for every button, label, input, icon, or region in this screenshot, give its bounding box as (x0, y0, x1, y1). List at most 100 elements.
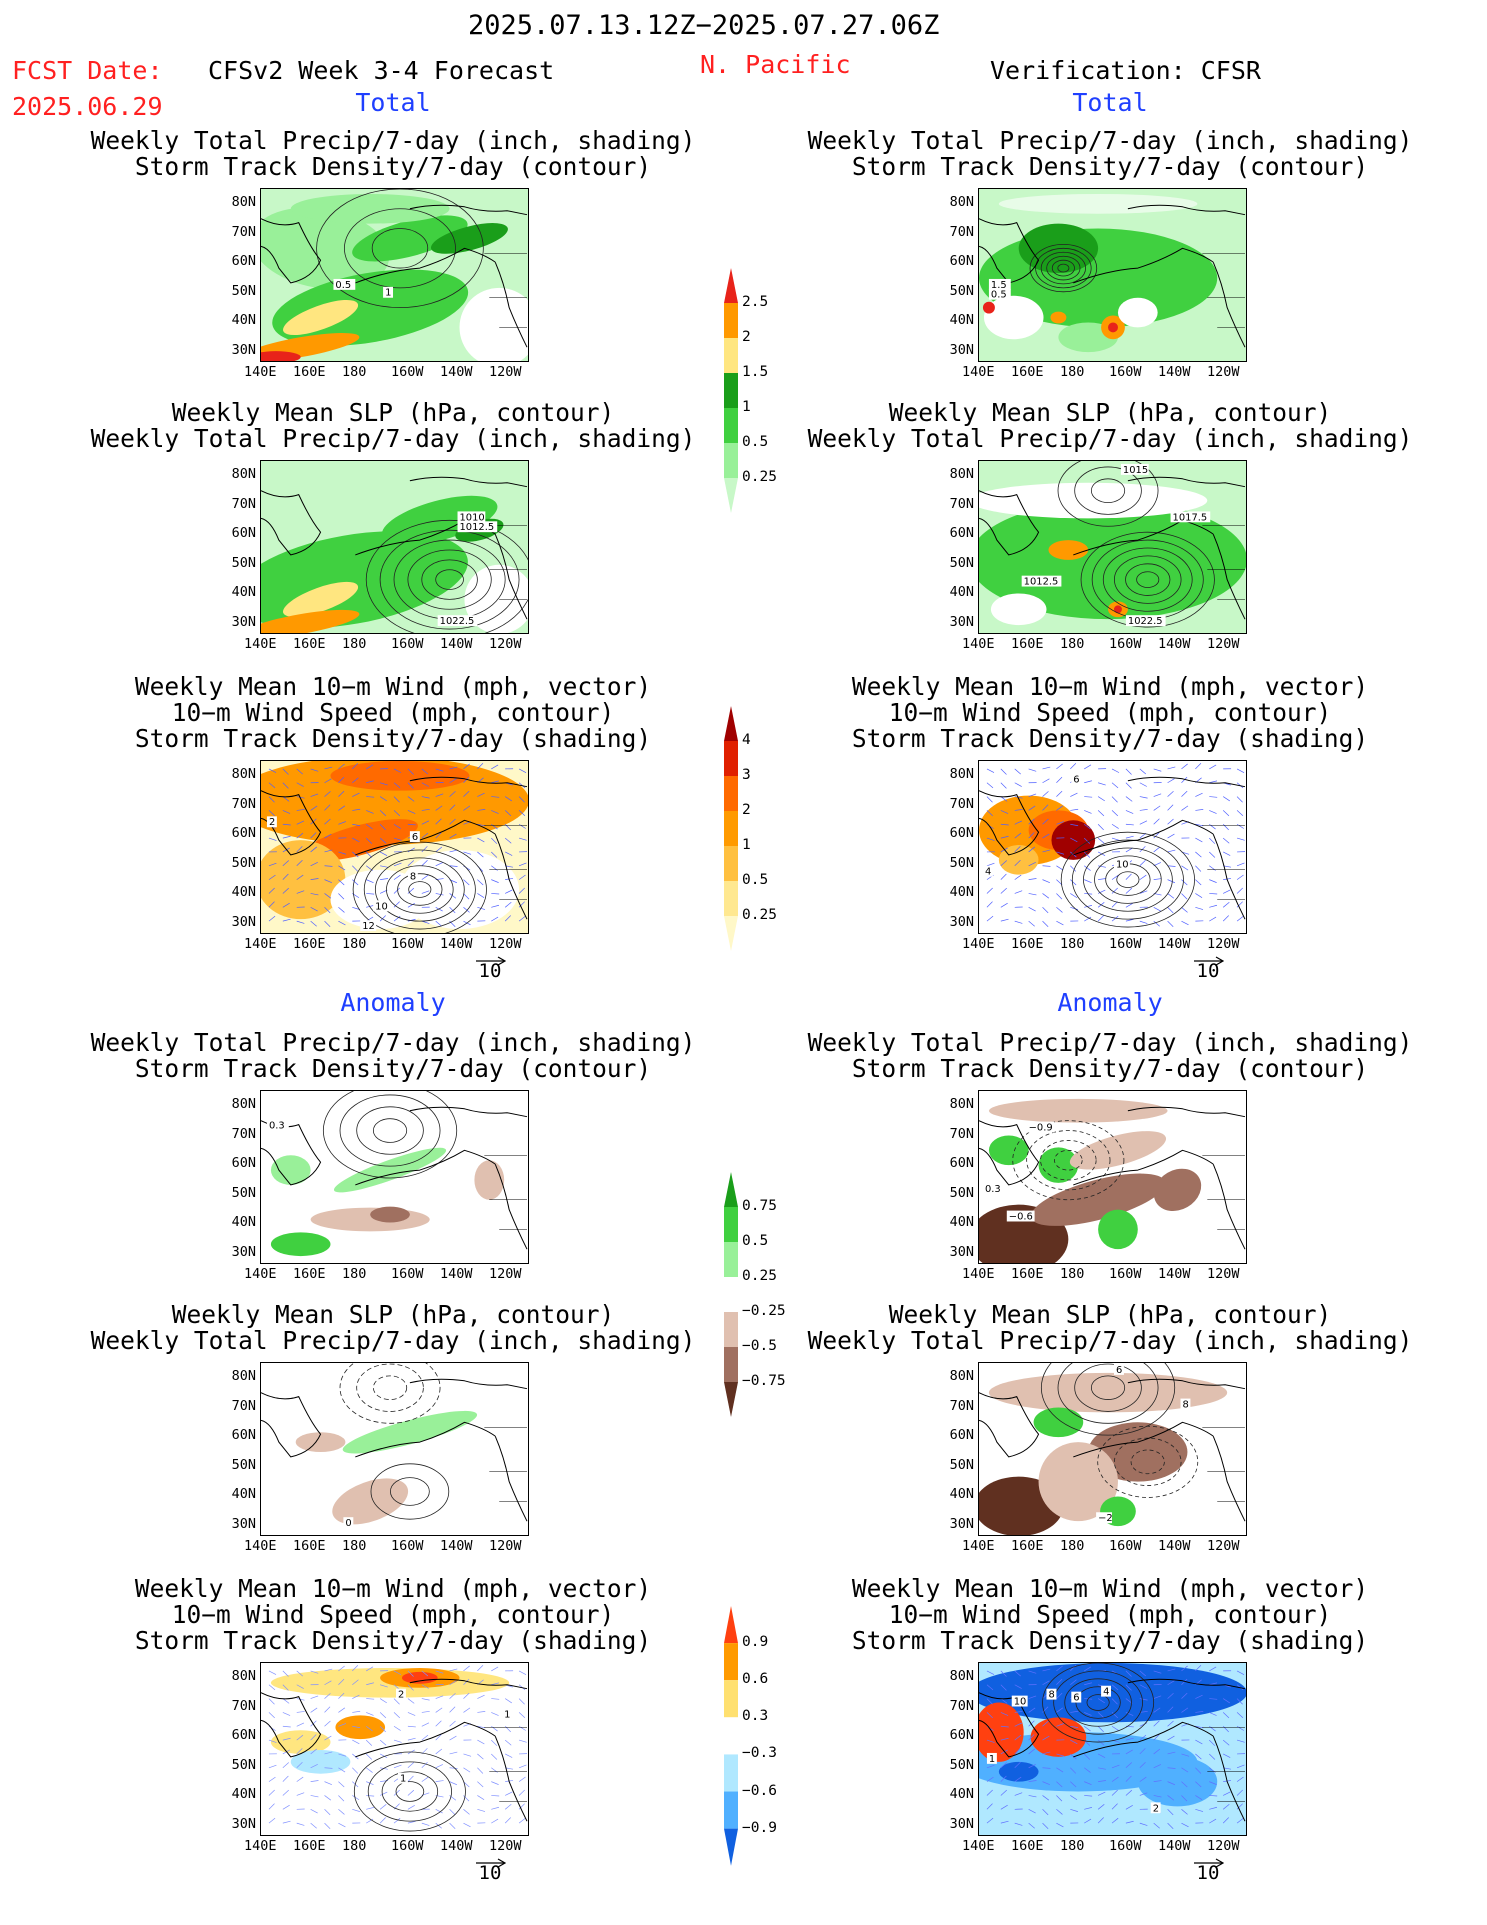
lat-tick-label: 60N (231, 1727, 256, 1743)
lat-tick-label: 80N (231, 466, 256, 482)
wind-vector (1097, 1739, 1105, 1746)
wind-vector (366, 1682, 374, 1686)
wind-vector (986, 1670, 995, 1675)
map-canvas: 10 8 6 4 1 2 (979, 1663, 1246, 1835)
wind-vector (1181, 790, 1188, 797)
wind-vector (366, 764, 374, 770)
coastline-asia (261, 790, 322, 856)
map-obs-anom-wind: 10 8 6 4 1 2 (978, 1662, 1247, 1836)
wind-vector (393, 823, 401, 829)
colorbar-swatch (724, 1643, 738, 1681)
coastline-asia (261, 1120, 322, 1186)
wind-vector (393, 796, 400, 803)
wind-vector (1098, 1767, 1106, 1770)
colorbar-tick-label: 0.5 (742, 872, 769, 888)
wind-vector (324, 1809, 331, 1816)
contour-label-bg (457, 521, 498, 533)
wind-vector (504, 915, 511, 922)
wind-vector (1056, 763, 1063, 770)
contour-label: 1 (989, 1754, 995, 1765)
wind-vector (1111, 901, 1118, 908)
wind-vector (1153, 818, 1160, 825)
wind-vector (1167, 1706, 1174, 1713)
wind-vector (1014, 832, 1022, 839)
wind-vector (1222, 810, 1230, 817)
wind-vector (1084, 1781, 1092, 1786)
wind-vector (1000, 1698, 1008, 1704)
wind-vector (1153, 1734, 1160, 1741)
wind-vector (1125, 835, 1134, 839)
colorbar-swatch (724, 1791, 738, 1829)
wind-vector (338, 1723, 346, 1727)
wind-vector (1167, 879, 1176, 884)
wind-vector (324, 1822, 331, 1829)
wind-vector (1195, 763, 1202, 770)
lon-tick-label: 180 (342, 936, 367, 952)
contour-line (1116, 871, 1140, 888)
wind-vector (338, 920, 346, 926)
lat-tick-label: 40N (231, 1786, 256, 1802)
wind-vector (1125, 887, 1133, 894)
wind-vector (310, 1795, 319, 1798)
wind-vector (407, 782, 414, 789)
lat-tick-label: 50N (949, 1184, 974, 1201)
colorbar-swatch (724, 1207, 738, 1242)
wind-vector (393, 810, 401, 817)
shaded-region (1030, 1717, 1087, 1757)
contour-label-bg (982, 865, 993, 877)
wind-vector (1070, 808, 1079, 811)
colorbar-tick-label: 0.5 (742, 1233, 769, 1249)
wind-vector (491, 796, 500, 798)
wind-vector (477, 1725, 486, 1729)
contour-label: 2 (269, 817, 275, 828)
wind-vector (421, 820, 430, 825)
wind-vector (1000, 1762, 1008, 1769)
wind-vector (1014, 1734, 1022, 1741)
wind-vector (1111, 1698, 1118, 1705)
map-canvas: 2 6 8 1012 (261, 761, 528, 933)
wind-vector (463, 776, 470, 783)
wind-vector (1042, 1822, 1049, 1829)
lon-tick-label: 140W (440, 636, 473, 652)
wind-vector (477, 1711, 486, 1713)
contour-label: 1.5 (991, 280, 1007, 291)
contour-line (1074, 1363, 1142, 1412)
wind-vector (352, 837, 360, 843)
wind-vector (268, 1698, 275, 1705)
wind-vector (1028, 1670, 1037, 1674)
contour-label-bg (343, 1517, 354, 1529)
wind-vector (1014, 860, 1021, 867)
lat-tick-label: 70N (231, 1697, 256, 1714)
wind-vector (435, 1695, 444, 1699)
wind-vector (366, 1712, 374, 1716)
wind-vector (1000, 823, 1009, 826)
lat-tick-label: 70N (231, 495, 256, 512)
map-canvas: 1.50.5 (979, 189, 1246, 361)
wind-vector (324, 879, 332, 883)
wind-vector (1125, 823, 1134, 826)
wind-vector (1181, 1767, 1189, 1773)
lat-tick-label: 70N (949, 1397, 974, 1414)
coastline-alaska (1073, 1421, 1214, 1458)
wind-vector (1014, 809, 1023, 811)
wind-vector (1181, 865, 1189, 871)
wind-vector (268, 1764, 277, 1769)
wind-vector (435, 920, 442, 927)
wind-vector (366, 893, 375, 895)
state-borders (484, 1155, 528, 1230)
lat-tick-label: 40N (949, 312, 974, 328)
wind-vector (1014, 1792, 1023, 1796)
contour-label: 1017.5 (1173, 512, 1208, 523)
model-title: CFSv2 Week 3-4 Forecast (208, 56, 555, 85)
wind-vector (1070, 893, 1078, 899)
shaded-region (370, 1206, 410, 1223)
colorbar-swatch (724, 1680, 738, 1718)
wind-vector (1223, 889, 1231, 894)
wind-vector (1167, 1781, 1176, 1786)
colorbar-swatch (724, 1277, 738, 1312)
wind-vector (1098, 782, 1106, 786)
wind-vector (407, 1737, 416, 1741)
contour-label-bg (1101, 1685, 1112, 1697)
wind-vector (1042, 1680, 1050, 1686)
lon-tick-label: 160E (1011, 364, 1044, 380)
